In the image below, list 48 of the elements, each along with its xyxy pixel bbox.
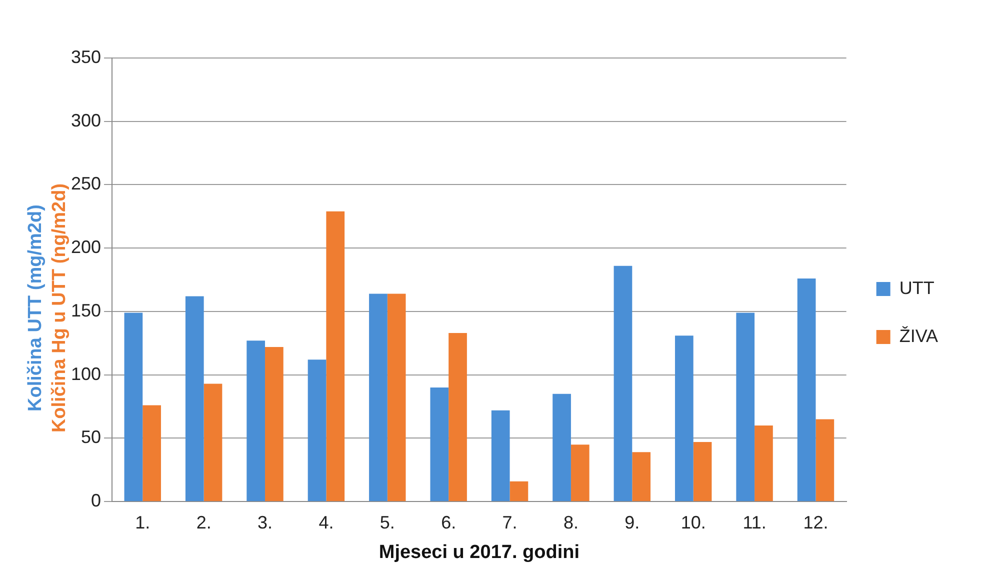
- bar: [674, 336, 694, 502]
- bar: [326, 211, 345, 502]
- legend-label: UTT: [899, 278, 934, 298]
- bar: [816, 419, 834, 502]
- y-tick-label: 150: [70, 300, 102, 320]
- x-tick-label: 9.: [624, 512, 640, 532]
- y-axis-title: Količina UTT (mg/m2d) Količina Hg u UTT (ng/m2d): [24, 183, 71, 433]
- x-tick-label: 1.: [135, 512, 150, 532]
- bar: [797, 278, 816, 502]
- bar: [308, 360, 326, 502]
- y-tick-label: 100: [70, 364, 102, 384]
- x-tick-label: 7.: [502, 512, 518, 532]
- bar: [693, 442, 712, 502]
- bar: [736, 312, 755, 502]
- bar: [369, 294, 388, 502]
- bar: [491, 410, 510, 502]
- x-tick-label: 12.: [803, 512, 828, 532]
- bar: [142, 405, 161, 502]
- bar: [614, 266, 632, 502]
- legend-label: ŽIVA: [899, 326, 938, 346]
- x-tick-label: 11.: [742, 512, 766, 532]
- x-axis-title: Mjeseci u 2017. godini: [378, 542, 580, 563]
- x-tick-label: 5.: [380, 512, 395, 532]
- bar: [510, 481, 528, 502]
- x-tick-label: 6.: [441, 512, 456, 532]
- bar: [448, 333, 467, 502]
- bar: [387, 294, 406, 502]
- y-tick-label: 350: [70, 46, 102, 67]
- x-tick-label: 4.: [318, 512, 334, 532]
- bar: [430, 388, 449, 502]
- x-tick-label: 2.: [196, 512, 212, 532]
- bar: [265, 346, 284, 502]
- y-tick-label: 50: [81, 427, 102, 448]
- bar: [204, 384, 222, 502]
- bar: [570, 444, 590, 502]
- bar: [632, 452, 651, 502]
- bar: [124, 312, 143, 502]
- bar: [246, 340, 266, 502]
- bar: [754, 426, 773, 502]
- y-tick-label: 300: [70, 110, 102, 130]
- bar: [552, 394, 571, 502]
- y-tick-label: 250: [70, 174, 102, 194]
- y-tick-label: 0: [91, 490, 102, 511]
- x-tick-label: 10.: [680, 512, 706, 532]
- x-tick-label: 8.: [563, 512, 578, 532]
- x-tick-label: 3.: [258, 512, 273, 532]
- y-tick-label: 200: [70, 237, 102, 258]
- bar: [185, 296, 204, 502]
